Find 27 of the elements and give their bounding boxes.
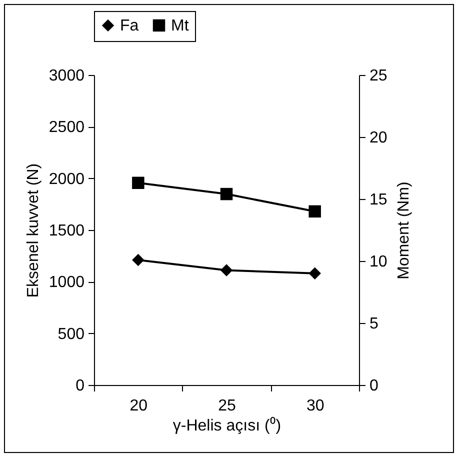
y-tick-label: 3000	[48, 68, 85, 84]
y2-tick-label: 5	[370, 316, 378, 332]
y-axis-title: Eksenel kuvvet (N)	[24, 163, 42, 298]
legend-label: Mt	[171, 17, 190, 34]
y2-tick-label: 25	[370, 68, 388, 84]
point	[220, 188, 233, 200]
point	[220, 264, 233, 276]
y2-axis-title: Moment (Nm)	[395, 182, 412, 280]
x-tick-label: 30	[306, 398, 324, 414]
x-axis-title: γ-Helis açısı (⁰)	[172, 416, 282, 434]
point	[308, 205, 321, 218]
y-tick-label: 0	[76, 378, 85, 394]
x-tick-label: 25	[218, 398, 236, 414]
y-tick-label: 500	[58, 326, 85, 343]
legend-label: Fa	[120, 17, 139, 34]
point	[308, 267, 321, 280]
y-tick-label: 2500	[48, 119, 85, 136]
y2-tick-label: 20	[370, 130, 388, 146]
y2-tick-label: 0	[370, 378, 378, 394]
y-tick-label: 1000	[48, 274, 85, 292]
point	[132, 254, 144, 266]
y2-tick-label: 10	[370, 254, 388, 270]
y-tick-label: 2000	[48, 170, 85, 188]
point	[132, 176, 144, 190]
y-tick-label: 1500	[48, 222, 85, 240]
y2-tick-label: 15	[370, 192, 388, 208]
x-tick-label: 20	[130, 398, 148, 414]
